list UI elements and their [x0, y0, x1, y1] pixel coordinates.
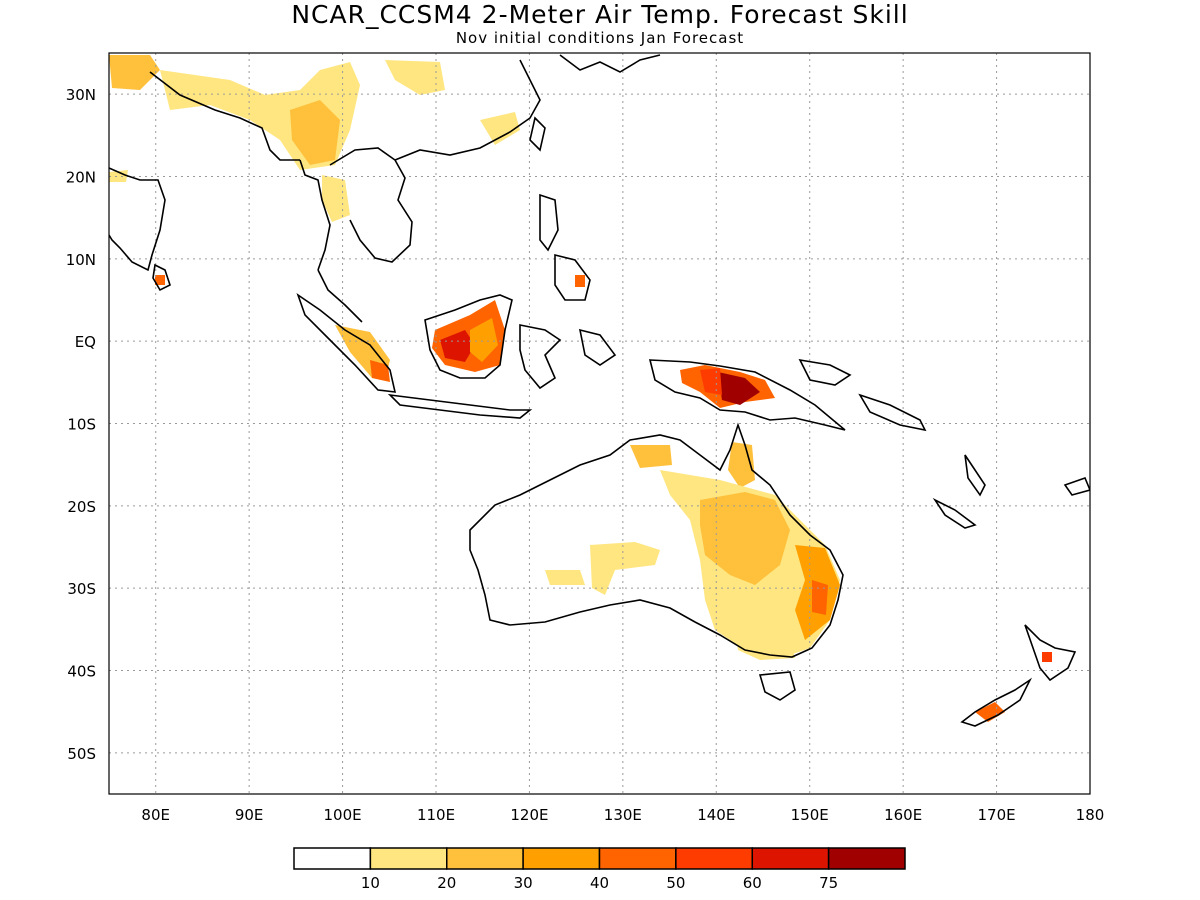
lon-tick-label: 160E — [884, 806, 922, 824]
skill-patch-sri-lanka — [155, 275, 165, 285]
coast-new-caledonia — [932, 497, 977, 529]
coast-vanuatu — [964, 454, 986, 497]
lat-tick-label: 50S — [67, 745, 96, 763]
coast-malay-peninsula — [317, 269, 363, 323]
coast-sulawesi — [519, 324, 562, 390]
coast-borneo — [424, 294, 513, 379]
coast-himalaya-border — [149, 71, 300, 161]
coast-taiwan — [529, 116, 546, 152]
colorbar-label: 40 — [590, 874, 609, 892]
coast-philippines-luzon — [539, 193, 559, 252]
colorbar-swatch — [675, 847, 753, 870]
latitude-labels: 30N 20N 10N EQ 10S 20S 30S 40S 50S — [66, 86, 96, 763]
skill-patch-tibet — [109, 55, 160, 90]
coast-sumatra — [296, 292, 397, 393]
lat-tick-label: 30N — [66, 86, 96, 104]
skill-patch-taiwan-strait — [480, 112, 520, 145]
lat-tick-label: 40S — [67, 663, 96, 681]
lon-tick-label: 170E — [978, 806, 1016, 824]
skill-patch-aus-nsw — [812, 580, 828, 615]
lat-tick-label: EQ — [75, 333, 96, 351]
skill-patch-aus-west — [545, 570, 585, 585]
coast-australia — [469, 422, 844, 658]
lat-tick-label: 30S — [67, 580, 96, 598]
skill-patch-myanmar — [290, 100, 340, 165]
skill-shading — [109, 55, 1052, 722]
skill-patch-borneo-inner — [470, 318, 498, 362]
colorbar-swatch — [369, 847, 448, 870]
coast-fiji — [1063, 476, 1090, 496]
skill-patch-aus-cape — [728, 442, 755, 488]
longitude-labels: 80E 90E 100E 110E 120E 130E 140E 150E 160E 170E 18… — [141, 806, 1104, 824]
coast-indochina — [329, 147, 413, 263]
lat-tick-label: 20S — [67, 498, 96, 516]
coast-sri-lanka — [152, 263, 171, 292]
lon-tick-label: 150E — [791, 806, 829, 824]
skill-patch-aus-central-west — [590, 542, 660, 595]
coast-bay-of-bengal — [299, 159, 331, 271]
skill-patch-aus-north — [630, 445, 672, 468]
colorbar-swatch — [751, 847, 830, 870]
coastlines — [109, 54, 1090, 727]
lon-tick-label: 140E — [697, 806, 735, 824]
coast-new-zealand-north — [1024, 624, 1077, 682]
colorbar-label: 30 — [514, 874, 533, 892]
lon-tick-label: 130E — [604, 806, 642, 824]
lon-tick-label: 100E — [324, 806, 362, 824]
colorbar-label: 75 — [819, 874, 838, 892]
lon-tick-label: 120E — [510, 806, 548, 824]
coast-solomons — [858, 393, 927, 432]
skill-patch-sumatra-core — [370, 360, 390, 382]
lon-tick-label: 80E — [141, 806, 170, 824]
skill-patch-new-guinea-core — [718, 372, 760, 405]
skill-patch-nz-south — [975, 702, 1005, 722]
lat-tick-label: 10S — [67, 416, 96, 434]
skill-patch-aus-qld — [700, 492, 790, 585]
coast-japan-korea — [559, 54, 661, 73]
colorbar-labels: 10 20 30 40 50 60 75 — [361, 874, 838, 892]
coast-india — [109, 167, 166, 272]
coast-new-zealand-south — [960, 677, 1033, 727]
map-title: NCAR_CCSM4 2-Meter Air Temp. Forecast Sk… — [291, 0, 909, 29]
coast-china-south — [394, 59, 541, 161]
colorbar-swatch — [522, 847, 601, 870]
colorbar-swatch — [827, 847, 906, 870]
coast-bismarck — [798, 358, 852, 386]
colorbar — [293, 847, 906, 870]
skill-patch-india-west — [109, 170, 128, 182]
lon-tick-label: 180 — [1076, 806, 1105, 824]
map-subtitle: Nov initial conditions Jan Forecast — [455, 29, 745, 47]
lon-tick-label: 110E — [417, 806, 455, 824]
map-gridlines — [109, 53, 1091, 794]
colorbar-swatch — [293, 847, 372, 870]
skill-patch-aus-south — [735, 630, 795, 660]
colorbar-label: 60 — [743, 874, 762, 892]
colorbar-swatch — [446, 847, 524, 870]
skill-patch-mindanao — [575, 275, 585, 287]
coast-tasmania — [758, 671, 796, 701]
coast-moluccas — [578, 328, 617, 366]
lat-tick-label: 20N — [66, 169, 96, 187]
plot-frame — [108, 52, 1091, 795]
skill-patch-nz-north — [1042, 652, 1052, 662]
coast-new-guinea — [648, 359, 846, 431]
coast-philippines-mindanao — [554, 253, 591, 301]
skill-patch-china-east — [385, 60, 445, 95]
colorbar-label: 10 — [361, 874, 380, 892]
lat-tick-label: 10N — [66, 251, 96, 269]
lon-tick-label: 90E — [235, 806, 264, 824]
skill-patch-new-guinea-west — [700, 368, 722, 395]
colorbar-swatch — [598, 847, 677, 870]
skill-patch-borneo-core — [440, 330, 475, 362]
coast-java — [387, 393, 533, 419]
colorbar-label: 20 — [437, 874, 456, 892]
colorbar-label: 50 — [666, 874, 685, 892]
